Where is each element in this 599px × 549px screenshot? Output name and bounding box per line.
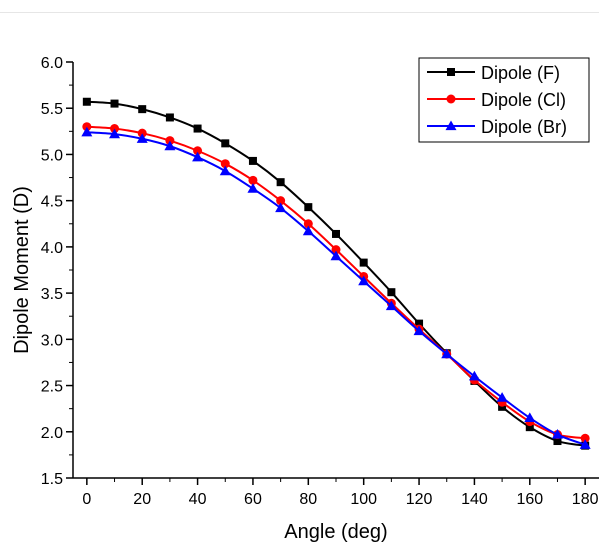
data-point — [303, 219, 313, 229]
legend-marker — [446, 94, 456, 104]
data-point — [276, 196, 286, 206]
series-line — [86, 131, 586, 446]
data-point — [82, 122, 92, 132]
x-tick-label: 120 — [406, 491, 433, 508]
data-point — [248, 175, 258, 185]
data-point — [138, 105, 147, 114]
y-tick-label: 6.0 — [41, 55, 63, 72]
data-point — [580, 433, 590, 443]
data-point — [275, 202, 287, 213]
series-layer — [81, 97, 591, 450]
x-tick-label: 40 — [189, 491, 207, 508]
series-circle — [82, 122, 590, 443]
legend-label: Dipole (F) — [481, 63, 560, 83]
legend-marker — [445, 120, 457, 131]
data-point — [525, 423, 534, 432]
data-point — [219, 165, 231, 176]
x-axis-label: Angle (deg) — [284, 521, 387, 543]
data-point — [441, 348, 453, 359]
legend-entry: Dipole (F) — [427, 63, 560, 83]
data-point — [359, 258, 368, 267]
y-tick-label: 2.5 — [41, 379, 63, 396]
x-tick-label: 20 — [133, 491, 151, 508]
legend-label: Dipole (Cl) — [481, 90, 566, 110]
data-point — [331, 245, 341, 255]
data-point — [387, 288, 396, 297]
data-point — [248, 156, 257, 165]
legend-label: Dipole (Br) — [481, 117, 567, 137]
data-point — [415, 319, 424, 328]
data-point — [247, 183, 259, 193]
data-point — [193, 124, 202, 133]
y-tick-label: 5.5 — [41, 101, 63, 118]
y-tick-label: 2.0 — [41, 425, 63, 442]
data-point — [332, 229, 340, 238]
series-triangle — [81, 126, 591, 449]
x-tick-label: 100 — [350, 491, 377, 508]
x-tick-label: 140 — [461, 491, 488, 508]
data-point — [553, 437, 562, 446]
data-point — [468, 370, 480, 381]
data-point — [579, 439, 591, 449]
axes: 0 20 40 60 80 100 120 140 160 180 1.5 2.0 2.5 3.0 3.5 4… — [41, 55, 599, 508]
series-line — [86, 100, 586, 447]
x-tick-label: 0 — [82, 491, 91, 508]
legend-marker — [447, 68, 455, 76]
legend-entry: Dipole (Br) — [427, 117, 567, 137]
series-line — [86, 125, 586, 440]
data-point — [110, 124, 120, 134]
y-tick-label: 4.5 — [41, 194, 63, 211]
data-point — [192, 151, 204, 162]
y-tick-label: 1.5 — [41, 471, 63, 488]
data-point — [82, 97, 91, 106]
data-point — [524, 412, 536, 423]
x-tick-label: 180 — [572, 491, 599, 508]
y-tick-label: 3.5 — [41, 286, 63, 303]
data-point — [221, 139, 230, 148]
series-square — [82, 97, 590, 450]
legend-entry: Dipole (Cl) — [427, 90, 566, 110]
data-point — [276, 178, 285, 187]
y-tick-label: 5.0 — [41, 147, 63, 164]
data-point — [164, 140, 176, 151]
data-point — [165, 136, 175, 146]
data-point — [109, 128, 121, 139]
data-point — [498, 402, 507, 411]
data-point — [136, 133, 148, 143]
data-point — [220, 159, 230, 169]
data-point — [496, 392, 508, 402]
data-point — [165, 113, 174, 122]
x-tick-label: 160 — [516, 491, 543, 508]
data-point — [81, 126, 93, 137]
y-tick-label: 4.0 — [41, 240, 63, 257]
data-point — [302, 225, 314, 236]
data-point — [413, 325, 425, 336]
data-point — [385, 300, 397, 311]
y-axis-label: Dipole Moment (D) — [11, 186, 33, 354]
x-tick-label: 80 — [299, 491, 317, 508]
data-point — [137, 128, 147, 138]
legend: Dipole (F) Dipole (Cl) Dipole (Br) — [418, 57, 590, 143]
data-point — [193, 146, 203, 156]
data-point — [551, 429, 563, 439]
y-tick-label: 3.0 — [41, 332, 63, 349]
data-point — [110, 99, 119, 108]
data-point — [330, 250, 342, 261]
data-point — [358, 275, 370, 286]
x-tick-label: 60 — [244, 491, 262, 508]
top-divider — [0, 12, 599, 13]
data-point — [304, 203, 313, 212]
